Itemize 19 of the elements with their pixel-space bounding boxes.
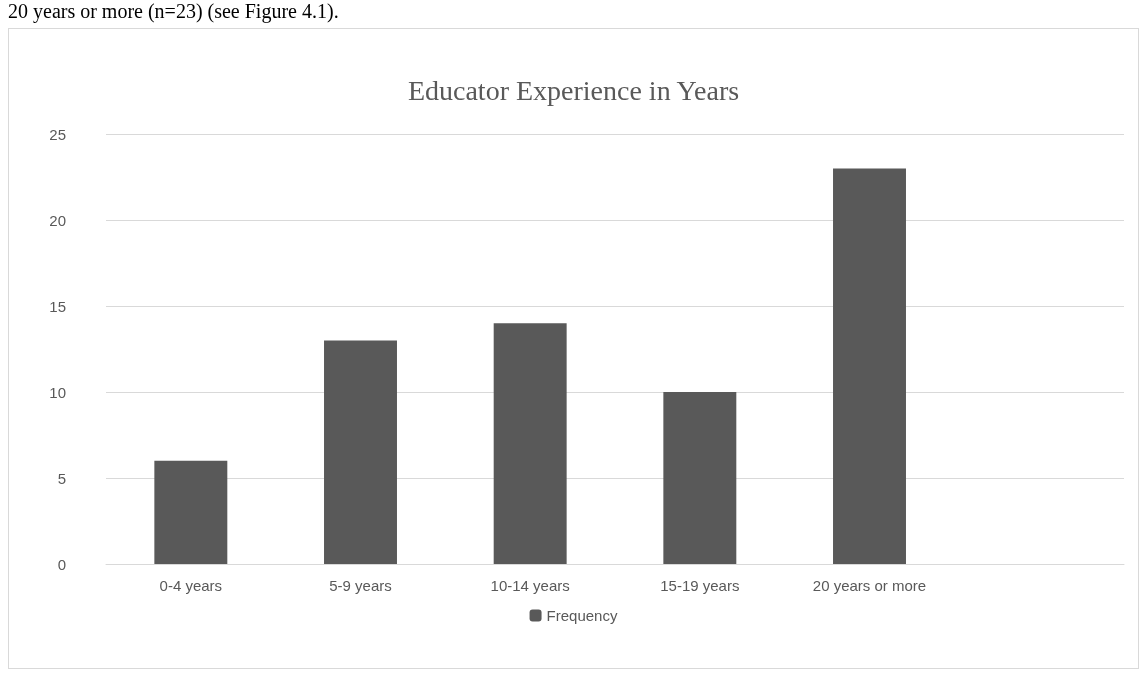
bar xyxy=(833,168,906,564)
text: 20 years or more (n=23) (see Figure 4.1). xyxy=(8,0,339,23)
chart-title: Educator Experience in Years xyxy=(407,74,740,106)
y-tick-label: 10 xyxy=(49,383,66,401)
y-tick-label: 0 xyxy=(57,555,66,573)
x-tick-label: 10-14 years xyxy=(490,577,570,594)
y-tick-label: 5 xyxy=(57,469,66,487)
y-tick-label: 20 xyxy=(49,211,66,229)
bar xyxy=(663,392,737,564)
bar xyxy=(324,340,397,564)
legend-label: Frequency xyxy=(546,607,618,624)
x-tick-label: 5-9 years xyxy=(329,577,392,594)
y-tick-label: 25 xyxy=(49,125,66,143)
x-tick-label: 0-4 years xyxy=(159,577,223,594)
x-tick-label: 15-19 years xyxy=(660,577,740,594)
bar xyxy=(493,323,567,564)
bar xyxy=(154,460,228,564)
x-tick-label: 20 years or more xyxy=(812,577,927,594)
y-tick-label: 15 xyxy=(49,297,66,315)
